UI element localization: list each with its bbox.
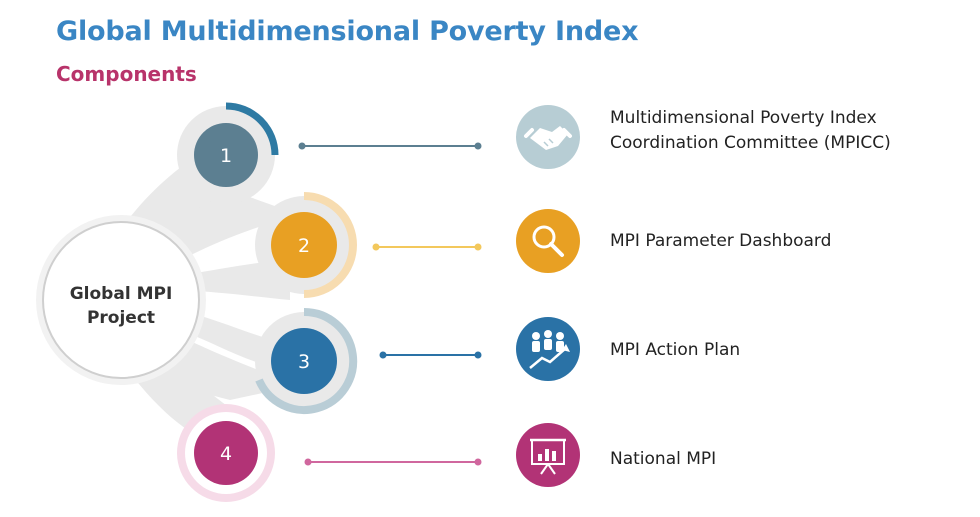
center-label-line1: Global MPI — [69, 284, 173, 304]
component-node-4: 4 — [177, 404, 275, 502]
center-label-line2: Project — [86, 308, 156, 328]
connector-line-2 — [372, 243, 482, 251]
component-label-2: MPI Parameter Dashboard — [610, 231, 832, 251]
component-number-3: 3 — [298, 351, 310, 373]
component-label-1: Multidimensional Poverty Index Coordinat… — [610, 106, 891, 156]
magnifier-icon — [516, 209, 580, 273]
connector-line-4 — [304, 458, 482, 466]
component-label-3: MPI Action Plan — [610, 340, 741, 360]
handshake-icon — [516, 105, 580, 169]
component-label-1-line1: Multidimensional Poverty Index — [610, 108, 877, 128]
center-node — [36, 215, 206, 385]
connector-line-3 — [379, 351, 482, 359]
presentation-board-icon — [516, 423, 580, 487]
page-title: Global Multidimensional Poverty Index — [56, 16, 639, 47]
component-node-2: 2 — [255, 192, 357, 298]
component-label-4: National MPI — [610, 449, 717, 469]
component-node-3: 3 — [255, 307, 358, 414]
component-number-2: 2 — [298, 235, 310, 257]
component-node-1: 1 — [177, 102, 279, 204]
component-label-1-line2: Coordination Committee (MPICC) — [610, 133, 891, 153]
page-subtitle: Components — [56, 62, 197, 86]
center-label: Global MPI Project — [40, 282, 202, 330]
connector-line-1 — [298, 142, 482, 150]
component-number-1: 1 — [220, 145, 232, 167]
component-number-4: 4 — [220, 443, 232, 465]
growth-people-icon — [516, 317, 580, 381]
